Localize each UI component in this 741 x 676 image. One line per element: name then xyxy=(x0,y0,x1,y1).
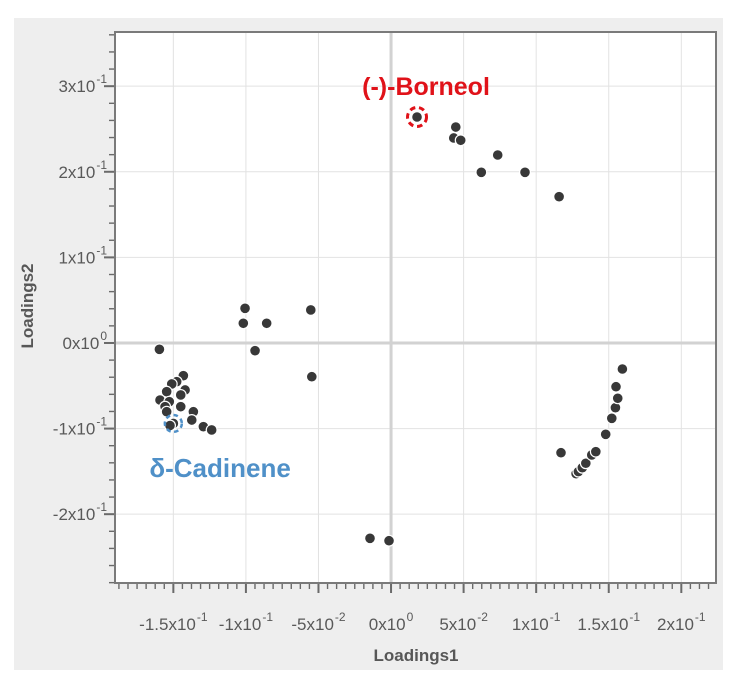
x-tick-label: -5x10-2 xyxy=(291,610,346,634)
x-tick-label: 1x10-1 xyxy=(512,610,561,634)
data-point xyxy=(611,392,624,405)
x-tick-label: 5x10-2 xyxy=(439,610,488,634)
y-axis-title: Loadings2 xyxy=(18,263,37,348)
data-point xyxy=(610,380,623,393)
data-point xyxy=(160,405,173,418)
data-point xyxy=(383,534,396,547)
annotation-layer: (-)-Borneol δ-Cadinene xyxy=(149,73,490,483)
data-point xyxy=(599,428,612,441)
data-point xyxy=(475,166,488,179)
y-tick-label: 0x100 xyxy=(62,329,107,353)
data-point xyxy=(205,423,218,436)
data-point xyxy=(249,344,262,357)
data-point xyxy=(616,363,629,376)
data-point xyxy=(554,446,567,459)
tick-label-layer: -1.5x10-1 -1x10-1 -5x10-2 0x100 5x10-2 1x10-1… xyxy=(53,72,706,634)
data-point xyxy=(260,317,273,330)
annotation-label-borneol: (-)-Borneol xyxy=(362,73,490,101)
highlight-ring-cadinene xyxy=(163,413,184,434)
data-point xyxy=(449,121,462,134)
highlight-ring-borneol xyxy=(406,105,429,128)
point-layer xyxy=(153,110,629,547)
x-tick-label: 2x10-1 xyxy=(657,610,706,634)
data-point xyxy=(185,414,198,427)
data-point xyxy=(239,302,252,315)
plot-frame xyxy=(114,31,717,584)
data-point xyxy=(237,317,250,330)
x-tick-label: -1.5x10-1 xyxy=(139,610,208,634)
data-point xyxy=(304,303,317,316)
frame-layer xyxy=(114,31,717,584)
x-tick-label: -1x10-1 xyxy=(219,610,274,634)
data-point xyxy=(519,166,532,179)
plot-background xyxy=(115,32,716,583)
data-point xyxy=(579,457,592,470)
annotation-label-cadinene: δ-Cadinene xyxy=(149,453,290,483)
data-point xyxy=(174,388,187,401)
y-tick-label: -2x10-1 xyxy=(53,500,108,524)
data-point xyxy=(454,134,467,147)
x-tick-label: 0x100 xyxy=(369,610,414,634)
data-point xyxy=(153,343,166,356)
y-tick-label: 3x10-1 xyxy=(58,72,107,96)
y-tick-label: 2x10-1 xyxy=(58,158,107,182)
data-point xyxy=(553,190,566,203)
x-axis-title: Loadings1 xyxy=(373,646,458,665)
data-point xyxy=(605,412,618,425)
data-point xyxy=(305,370,318,383)
data-point xyxy=(174,400,187,413)
y-tick-label: -1x10-1 xyxy=(53,415,108,439)
data-point xyxy=(411,110,424,123)
y-tick-label: 1x10-1 xyxy=(58,243,107,267)
plot-area xyxy=(115,32,716,583)
x-tick-label: 1.5x10-1 xyxy=(577,610,640,634)
grid-layer xyxy=(115,32,716,583)
data-point xyxy=(589,445,602,458)
data-point xyxy=(364,532,377,545)
data-point xyxy=(491,149,504,162)
